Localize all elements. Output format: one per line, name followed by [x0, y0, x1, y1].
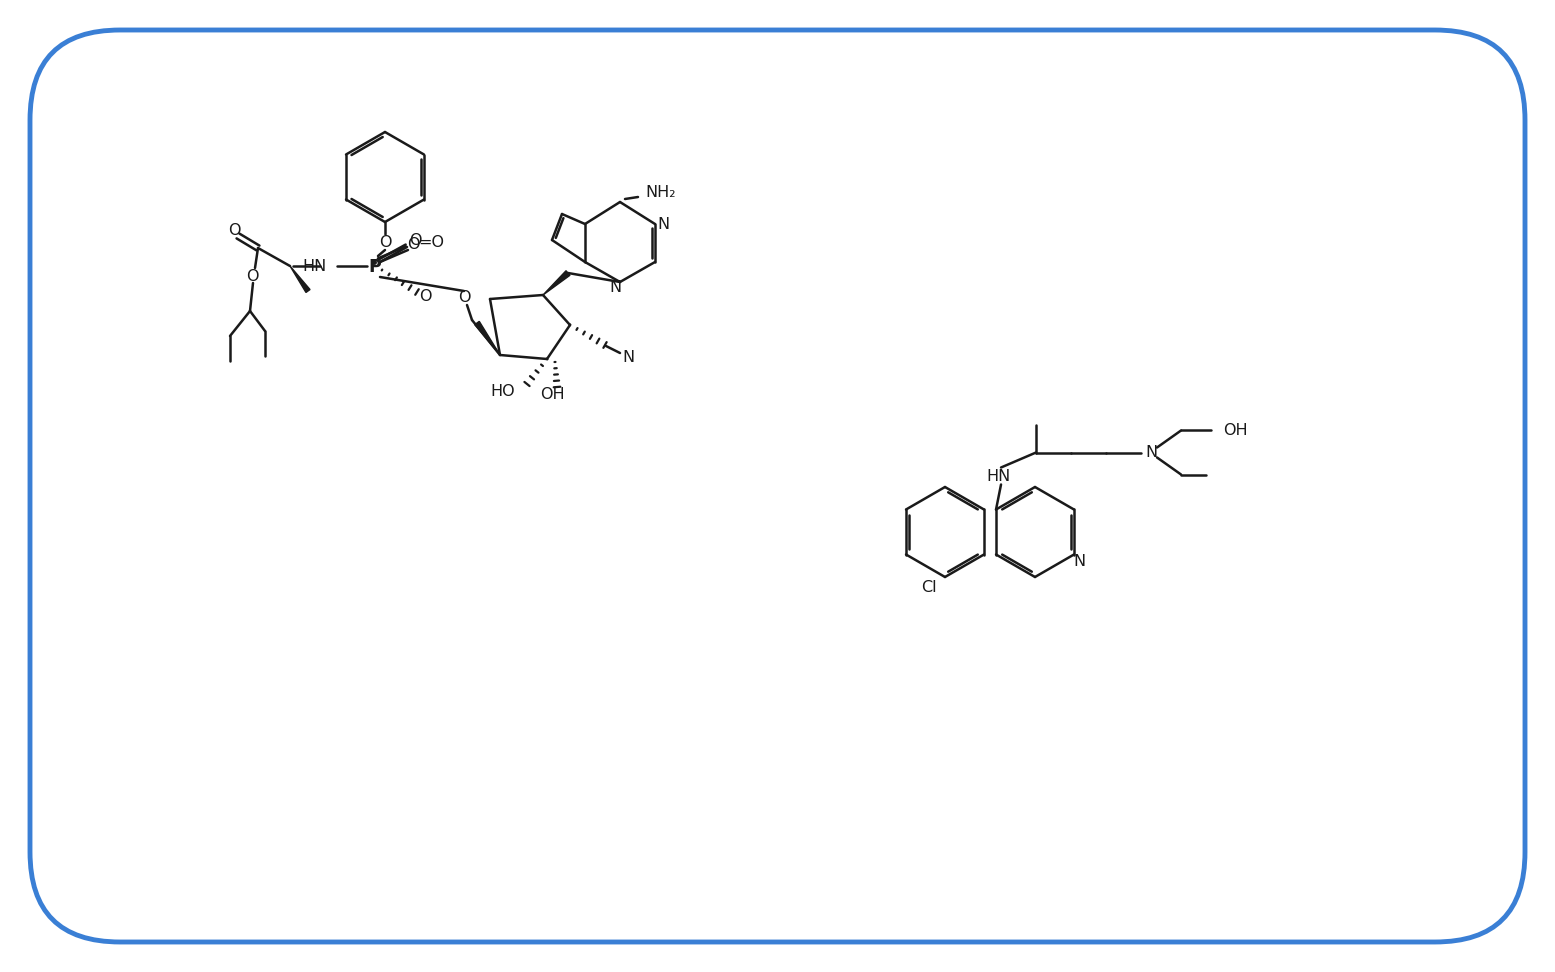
- Polygon shape: [543, 271, 571, 295]
- FancyBboxPatch shape: [30, 30, 1525, 942]
- Text: OH: OH: [1224, 423, 1247, 438]
- Text: O: O: [407, 236, 420, 252]
- Text: O: O: [246, 268, 258, 284]
- Text: OH: OH: [540, 387, 564, 401]
- Text: N: N: [610, 280, 620, 295]
- Text: NH₂: NH₂: [645, 185, 675, 199]
- Text: N: N: [656, 217, 669, 231]
- Text: O: O: [457, 290, 470, 304]
- Text: HO: HO: [490, 384, 515, 399]
- Polygon shape: [474, 322, 501, 355]
- Text: HN: HN: [986, 469, 1011, 484]
- Text: O: O: [379, 234, 392, 250]
- Text: O: O: [227, 223, 241, 237]
- Text: N: N: [622, 350, 634, 364]
- Text: Cl: Cl: [922, 579, 938, 595]
- Text: O: O: [418, 289, 431, 303]
- Text: =O: =O: [418, 234, 445, 250]
- Text: HN: HN: [303, 259, 327, 273]
- Text: O: O: [409, 232, 421, 248]
- Text: P: P: [369, 258, 381, 276]
- Text: N: N: [1144, 445, 1157, 460]
- Text: N: N: [1073, 554, 1085, 569]
- Polygon shape: [289, 266, 309, 293]
